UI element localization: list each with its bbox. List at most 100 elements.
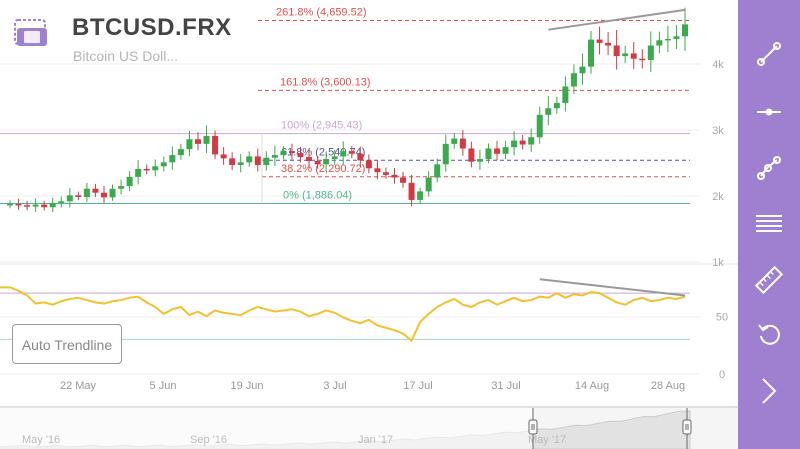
- candle-body: [519, 140, 526, 145]
- fib-level-label: 100% (2,945.43): [281, 120, 362, 132]
- candle-body: [374, 168, 381, 173]
- candle-body: [605, 42, 612, 46]
- x-axis-tick-label: 22 May: [60, 380, 97, 392]
- horizontal-line-tool-button[interactable]: [749, 92, 789, 132]
- candle-body: [451, 138, 458, 144]
- collapse-toolbar-button[interactable]: [749, 371, 789, 411]
- candle-body: [630, 53, 637, 59]
- candle-body: [647, 45, 654, 61]
- x-axis-tick-label: 28 Aug: [651, 380, 685, 392]
- candle-body: [468, 148, 475, 162]
- candle-body: [673, 36, 680, 39]
- fib-level-label: 38.2% (2,290.72): [281, 163, 365, 175]
- trend-line-tool-button[interactable]: [749, 34, 789, 74]
- navigator-label: Jan '17: [358, 434, 393, 446]
- horizontal-line-tool-icon: [756, 99, 782, 125]
- candle-body: [656, 40, 663, 46]
- candle-body: [476, 159, 483, 162]
- candle-body: [570, 73, 577, 87]
- price-trendline: [548, 8, 686, 31]
- indicator-axis-tick-label: 50: [716, 311, 728, 323]
- candle-body: [75, 195, 82, 197]
- candle-body: [622, 53, 629, 57]
- candle-body: [579, 66, 586, 74]
- candle-body: [49, 203, 56, 208]
- navigator-mask: [0, 407, 533, 449]
- x-axis-tick-label: 5 Jun: [150, 380, 177, 392]
- navigator-range-handle[interactable]: [528, 419, 538, 435]
- candle-body: [613, 45, 620, 57]
- price-axis-tick-label: 3k: [712, 125, 724, 137]
- candle-body: [639, 58, 646, 61]
- instrument-symbol[interactable]: BTCUSD.FRX: [72, 14, 232, 41]
- candle-body: [365, 160, 372, 169]
- candle-body: [545, 108, 552, 115]
- candle-body: [596, 39, 603, 43]
- candle-body: [391, 174, 398, 178]
- x-axis-tick-label: 19 Jun: [230, 380, 263, 392]
- candle-body: [271, 155, 278, 158]
- chart-canvas[interactable]: 4k 3k 2k 1k 50 0 261.8% (4,659.52) 161.8% (3,60…: [0, 0, 738, 449]
- fib-level-label: 261.8% (4,659.52): [276, 6, 367, 18]
- candle-body: [83, 188, 90, 197]
- candle-body: [331, 156, 338, 160]
- collapse-arrow-icon: [758, 376, 780, 406]
- candle-body: [220, 154, 227, 159]
- fib-level-label: 0% (1,886.04): [283, 190, 352, 202]
- chart-area[interactable]: 4k 3k 2k 1k 50 0 261.8% (4,659.52) 161.8% (3,60…: [0, 0, 738, 449]
- candle-body: [169, 155, 176, 163]
- drawing-toolbar: [738, 0, 800, 449]
- candle-body: [425, 177, 432, 192]
- ruler-tool-button[interactable]: [749, 260, 789, 300]
- multi-point-line-tool-icon: [756, 155, 782, 181]
- navigator-label: May '16: [22, 434, 60, 446]
- candle-body: [417, 191, 424, 200]
- candle-body: [442, 143, 449, 165]
- candle-body: [118, 186, 125, 189]
- candle-body: [459, 138, 466, 149]
- candle-body: [511, 140, 518, 148]
- undo-button[interactable]: [749, 314, 789, 354]
- instrument-logo-icon: [12, 14, 52, 54]
- indicator-trendline: [539, 278, 686, 297]
- candle-body: [408, 182, 415, 200]
- navigator-label: Sep '16: [190, 434, 227, 446]
- x-axis-tick-label: 31 Jul: [491, 380, 520, 392]
- candle-body: [562, 86, 569, 103]
- candle-body: [143, 168, 150, 171]
- price-axis-tick-label: 2k: [712, 191, 724, 203]
- indicator-axis-tick-label: 0: [719, 369, 725, 381]
- auto-trendline-button[interactable]: Auto Trendline: [12, 324, 122, 364]
- fibonacci-tool-button[interactable]: [749, 204, 789, 244]
- navigator-range-handle[interactable]: [682, 419, 692, 435]
- candle-body: [553, 102, 560, 109]
- candle-body: [323, 159, 330, 165]
- candle-body: [246, 156, 253, 163]
- candle-body: [212, 135, 219, 155]
- candle-body: [314, 161, 321, 165]
- x-axis-tick-label: 17 Jul: [403, 380, 432, 392]
- candle-body: [100, 192, 107, 198]
- multi-point-line-tool-button[interactable]: [749, 148, 789, 188]
- candle-body: [382, 172, 389, 175]
- fib-level-label: 161.8% (3,600.13): [280, 76, 371, 88]
- price-axis-tick-label: 4k: [712, 59, 724, 71]
- x-axis-tick-label: 3 Jul: [323, 380, 346, 392]
- candle-body: [588, 39, 595, 67]
- candle-body: [340, 151, 347, 157]
- candle-body: [434, 164, 441, 178]
- candle-body: [203, 135, 210, 144]
- candle-body: [66, 195, 73, 202]
- candle-body: [237, 162, 244, 165]
- candle-body: [485, 148, 492, 160]
- candle-body: [194, 139, 201, 144]
- candle-body: [160, 162, 167, 167]
- candle-body: [306, 157, 313, 162]
- candle-body: [400, 177, 407, 183]
- candle-body: [664, 38, 671, 41]
- candle-body: [7, 203, 13, 206]
- candle-body: [177, 149, 184, 156]
- candle-body: [494, 148, 501, 154]
- candle-body: [280, 151, 287, 156]
- undo-icon: [756, 321, 782, 347]
